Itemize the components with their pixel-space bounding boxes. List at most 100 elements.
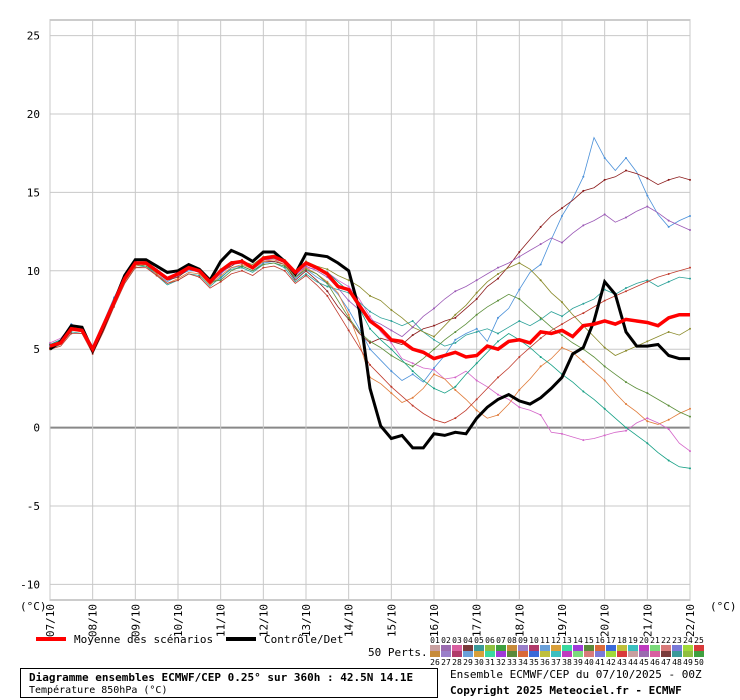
member-number-top: 24 <box>683 636 693 645</box>
member-point <box>539 263 542 266</box>
member-point <box>667 459 670 462</box>
member-point <box>603 213 606 216</box>
member-point <box>262 266 265 269</box>
member-point <box>518 298 521 301</box>
y-tick-label: -5 <box>27 500 40 513</box>
member-point <box>347 329 350 332</box>
member-point <box>475 398 478 401</box>
main-lines <box>49 248 690 450</box>
member-point <box>262 263 265 266</box>
member-swatch <box>518 645 528 651</box>
member-swatch <box>452 651 462 657</box>
member-number-bottom: 45 <box>639 658 649 667</box>
member-point <box>326 290 329 293</box>
member-point <box>454 341 457 344</box>
member-swatch <box>496 645 506 651</box>
member-point <box>155 272 158 275</box>
member-point <box>390 348 393 351</box>
member-swatch <box>628 645 638 651</box>
member-point <box>561 334 563 337</box>
x-tick-label: 16/10 <box>428 604 441 637</box>
member-point <box>454 338 457 341</box>
perts-label: 50 Perts. <box>368 646 428 659</box>
member-point <box>305 274 307 277</box>
member-swatch <box>562 651 572 657</box>
member-point <box>667 404 670 407</box>
member-number-bottom: 27 <box>441 658 451 667</box>
member-point <box>646 280 649 283</box>
member-point <box>582 360 585 363</box>
member-number-top: 25 <box>694 636 704 645</box>
y-tick-label: 10 <box>27 265 40 278</box>
member-point <box>518 288 521 291</box>
member-point <box>475 330 478 333</box>
member-point <box>475 279 478 282</box>
member-point <box>582 439 585 442</box>
member-point <box>326 280 329 283</box>
member-point <box>369 340 371 343</box>
member-point <box>667 280 670 283</box>
member-number-bottom: 41 <box>595 658 605 667</box>
member-point <box>49 341 51 344</box>
member-point <box>390 354 393 357</box>
member-swatch <box>485 645 495 651</box>
member-point <box>475 291 478 294</box>
member-point <box>475 313 478 316</box>
member-number-top: 15 <box>584 636 594 645</box>
member-point <box>241 266 243 269</box>
member-number-top: 02 <box>441 636 451 645</box>
member-point <box>561 323 563 326</box>
member-point <box>646 205 649 208</box>
member-point <box>518 356 521 359</box>
member-point <box>603 434 606 437</box>
member-point <box>219 276 222 279</box>
member-point <box>454 316 457 319</box>
member-point <box>646 177 649 180</box>
member-number-bottom: 29 <box>463 658 473 667</box>
member-point <box>411 362 414 365</box>
member-number-top: 22 <box>661 636 671 645</box>
member-swatch <box>573 645 583 651</box>
member-point <box>305 266 307 269</box>
member-swatch <box>441 645 451 651</box>
member-swatch <box>606 645 616 651</box>
member-point <box>561 301 563 304</box>
member-point <box>433 368 435 371</box>
member-point <box>582 302 585 305</box>
member-point <box>539 365 542 368</box>
member-point <box>475 298 478 301</box>
member-swatch <box>694 651 704 657</box>
member-number-top: 20 <box>639 636 649 645</box>
member-number-top: 17 <box>606 636 616 645</box>
member-point <box>475 379 478 382</box>
member-swatch <box>507 645 517 651</box>
x-tick-label: 21/10 <box>641 604 654 637</box>
member-point <box>689 450 691 453</box>
member-point <box>241 265 243 268</box>
member-number-top: 01 <box>430 636 440 645</box>
legend-control-label: Contrôle/Det <box>264 633 343 646</box>
member-swatch <box>573 651 583 657</box>
member-number-top: 12 <box>551 636 561 645</box>
member-swatch <box>562 645 572 651</box>
member-point <box>475 362 478 365</box>
member-point <box>326 282 329 285</box>
x-tick-label: 08/10 <box>87 604 100 637</box>
member-swatch <box>694 645 704 651</box>
x-tick-label: 10/10 <box>172 604 185 637</box>
member-swatch <box>672 645 682 651</box>
member-point <box>646 417 649 420</box>
member-point <box>689 415 691 418</box>
member-point <box>561 346 563 349</box>
member-number-top: 13 <box>562 636 572 645</box>
chart-subtitle: Température 850hPa (°C) <box>29 685 168 696</box>
member-number-top: 07 <box>496 636 506 645</box>
member-point <box>582 390 585 393</box>
member-point <box>369 327 371 330</box>
member-point <box>518 251 521 253</box>
member-point <box>497 299 499 302</box>
member-point <box>241 269 243 272</box>
member-point <box>347 316 350 319</box>
member-point <box>518 388 521 391</box>
